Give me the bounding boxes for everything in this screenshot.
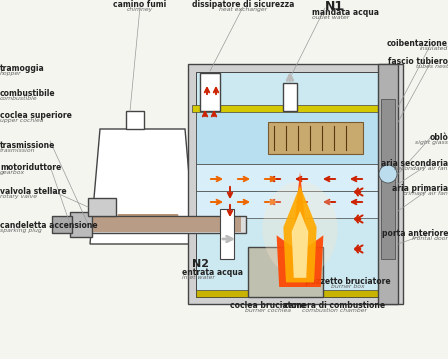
Bar <box>88 198 116 216</box>
Circle shape <box>379 165 397 183</box>
Text: frontal door: frontal door <box>412 236 448 241</box>
Bar <box>192 105 382 112</box>
Bar <box>196 109 378 164</box>
Text: rotary valve: rotary valve <box>0 194 37 199</box>
Text: tramoggia: tramoggia <box>0 64 45 73</box>
Text: coclea superiore: coclea superiore <box>0 111 72 120</box>
Text: motoriduttore: motoriduttore <box>0 163 61 172</box>
Polygon shape <box>90 129 195 244</box>
Bar <box>88 216 246 233</box>
Text: N2: N2 <box>192 259 209 269</box>
Text: combustibile: combustibile <box>0 89 56 98</box>
Text: gearbox: gearbox <box>0 170 25 175</box>
Text: sight glass: sight glass <box>415 140 448 145</box>
Bar <box>188 64 403 304</box>
Text: aria secondaria: aria secondaria <box>381 159 448 168</box>
Text: valvola stellare: valvola stellare <box>0 187 67 196</box>
Bar <box>70 212 92 237</box>
Text: primary air fan: primary air fan <box>402 191 448 196</box>
Bar <box>196 72 378 297</box>
Text: aria primaria: aria primaria <box>392 184 448 193</box>
Text: secondary air fan: secondary air fan <box>395 166 448 171</box>
Bar <box>52 216 72 233</box>
Text: fascio tubiero: fascio tubiero <box>388 57 448 66</box>
Text: upper cochlea: upper cochlea <box>0 118 43 123</box>
Bar <box>381 99 395 259</box>
Ellipse shape <box>263 182 337 276</box>
Bar <box>200 73 220 111</box>
Bar <box>126 111 144 129</box>
Text: N1: N1 <box>325 0 344 13</box>
Text: candeletta accensione: candeletta accensione <box>0 221 98 230</box>
Text: burner box: burner box <box>331 284 365 289</box>
Text: dissipatore di sicurezza: dissipatore di sicurezza <box>192 0 294 9</box>
Text: sparking plug: sparking plug <box>0 228 42 233</box>
Polygon shape <box>276 172 323 287</box>
Bar <box>268 122 363 154</box>
Text: tubes nest: tubes nest <box>416 64 448 69</box>
Text: oblò: oblò <box>429 133 448 142</box>
Text: coibentazione: coibentazione <box>387 39 448 48</box>
Bar <box>93 217 241 232</box>
Text: combustible: combustible <box>0 96 38 101</box>
Text: hopper: hopper <box>0 71 22 76</box>
Bar <box>220 209 234 259</box>
Text: heat exchanger: heat exchanger <box>219 7 267 12</box>
Text: trasmissione: trasmissione <box>0 141 56 150</box>
Text: mandata acqua: mandata acqua <box>312 8 379 17</box>
Text: camera di combustione: camera di combustione <box>284 301 386 310</box>
Text: coclea bruciatore: coclea bruciatore <box>230 301 306 310</box>
Bar <box>196 164 378 191</box>
Text: burner cochlea: burner cochlea <box>245 308 291 313</box>
Polygon shape <box>292 211 308 278</box>
Text: inlet water: inlet water <box>182 275 215 280</box>
Text: outlet water: outlet water <box>312 15 349 20</box>
Bar <box>196 191 378 218</box>
Text: insulated: insulated <box>420 46 448 51</box>
Polygon shape <box>283 186 317 283</box>
Bar <box>248 247 323 297</box>
Text: pozzetto bruciatore: pozzetto bruciatore <box>305 277 391 286</box>
Text: porta anteriore: porta anteriore <box>382 229 448 238</box>
Bar <box>283 83 297 111</box>
Text: chimney: chimney <box>127 7 153 12</box>
Text: trasmission: trasmission <box>0 148 35 153</box>
Text: combustion chamber: combustion chamber <box>302 308 367 313</box>
Text: entrata acqua: entrata acqua <box>182 268 243 277</box>
Bar <box>196 290 378 297</box>
Polygon shape <box>112 214 183 234</box>
Text: camino fumi: camino fumi <box>113 0 167 9</box>
Bar <box>378 64 398 304</box>
